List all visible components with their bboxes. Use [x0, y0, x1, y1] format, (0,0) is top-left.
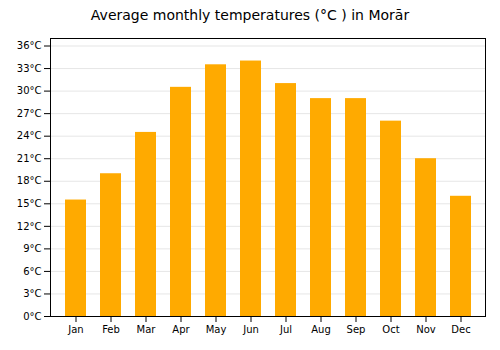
svg-text:15°C: 15°C	[17, 198, 42, 209]
svg-text:Oct: Oct	[382, 324, 399, 335]
svg-text:6°C: 6°C	[23, 266, 41, 277]
html-text:Average monthly temperatures (: Average monthly temperatures (°C ) in Mo…	[90, 7, 410, 23]
svg-text:May: May	[206, 324, 227, 335]
svg-text:0°C: 0°C	[23, 311, 41, 322]
svg-text:Sep: Sep	[347, 324, 366, 335]
svg-text:30°C: 30°C	[17, 85, 42, 96]
svg-text:27°C: 27°C	[17, 108, 42, 119]
svg-text:33°C: 33°C	[17, 63, 42, 74]
svg-text:Nov: Nov	[416, 324, 436, 335]
svg-text:24°C: 24°C	[17, 130, 42, 141]
svg-text:3°C: 3°C	[23, 288, 41, 299]
svg-text:Mar: Mar	[137, 324, 157, 335]
svg-text:Jul: Jul	[279, 324, 292, 335]
svg-text:18°C: 18°C	[17, 175, 42, 186]
svg-text:Jan: Jan	[67, 324, 83, 335]
svg-text:12°C: 12°C	[17, 221, 42, 232]
svg-text:Feb: Feb	[102, 324, 120, 335]
svg-text:Jun: Jun	[242, 324, 259, 335]
svg-text:21°C: 21°C	[17, 153, 42, 164]
svg-text:36°C: 36°C	[17, 40, 42, 51]
svg-text:Apr: Apr	[172, 324, 190, 335]
svg-text:Aug: Aug	[311, 324, 331, 335]
svg-text:Dec: Dec	[451, 324, 470, 335]
svg-text:9°C: 9°C	[23, 243, 41, 254]
